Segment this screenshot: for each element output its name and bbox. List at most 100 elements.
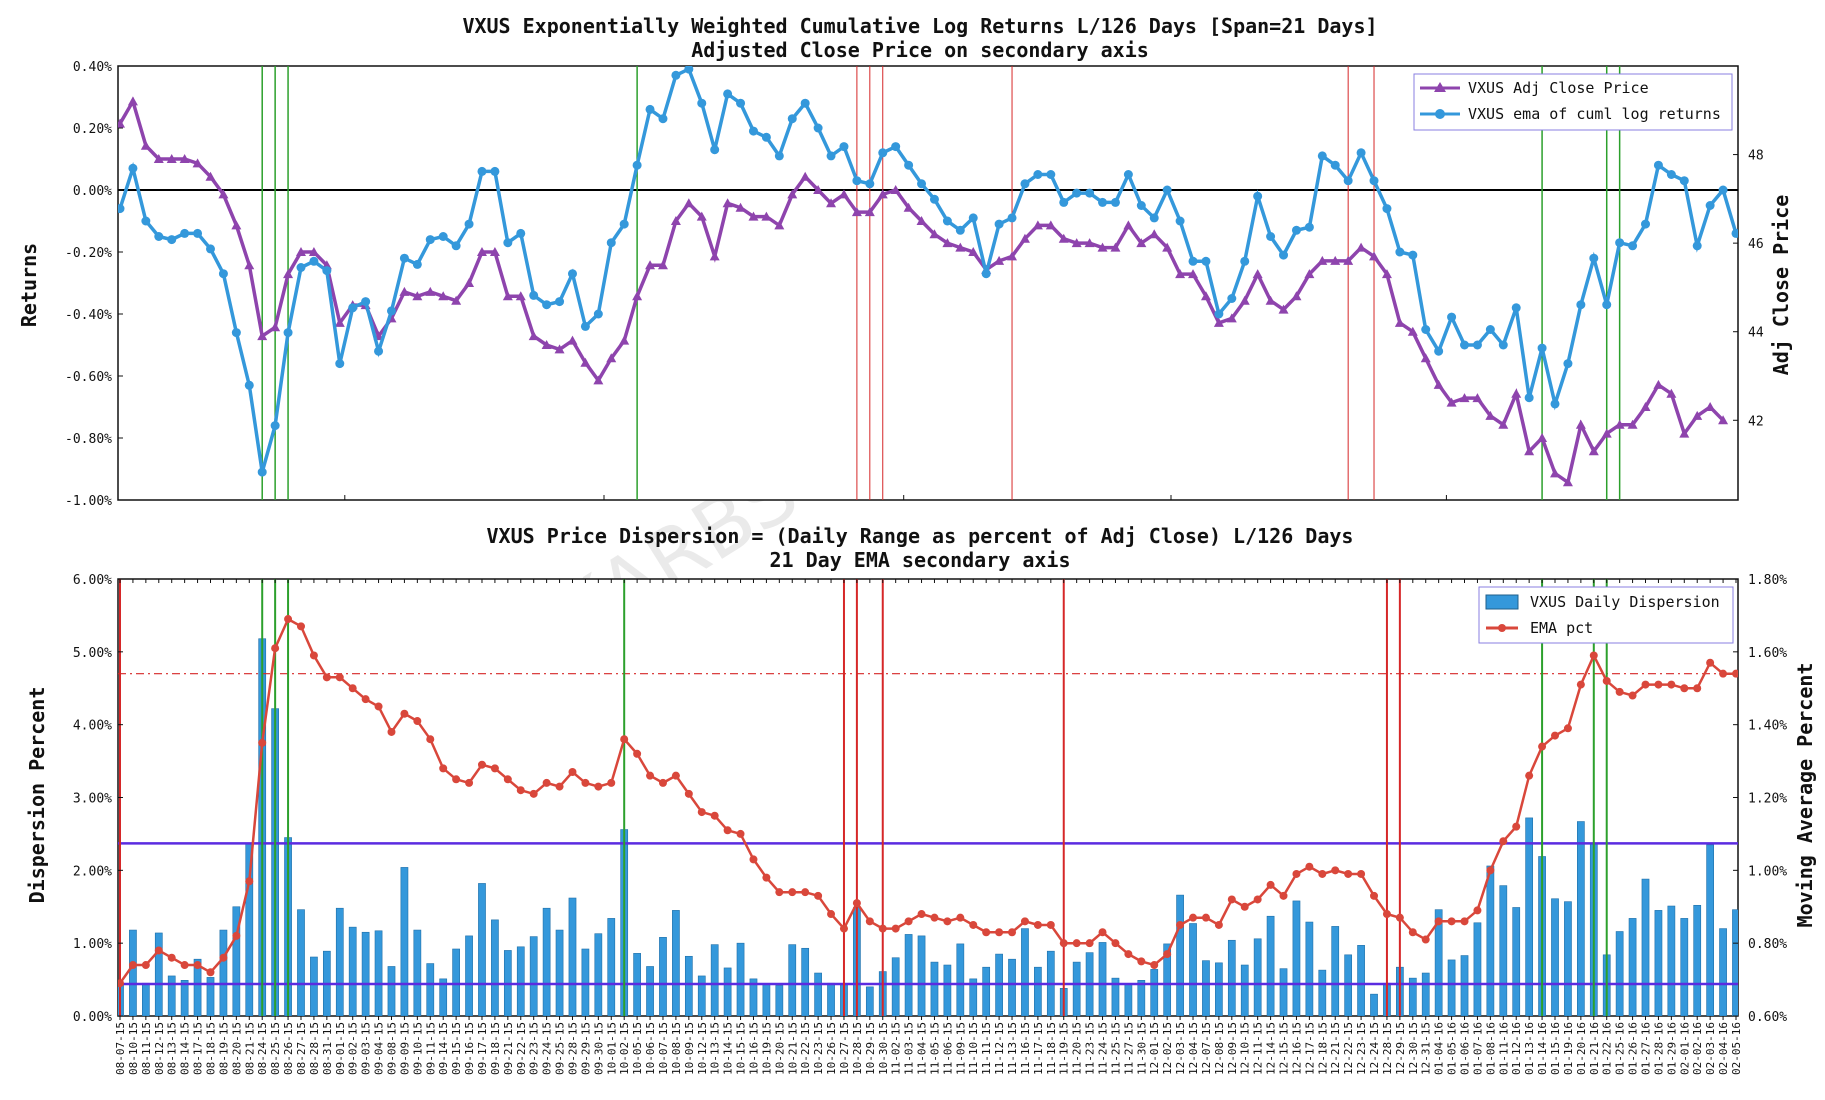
adj-close-point <box>994 255 1005 265</box>
ema-pct-point <box>1525 771 1534 780</box>
x-date-label: 09-09-15 <box>398 1022 411 1075</box>
adj-close-point <box>179 154 190 163</box>
adj-close-point <box>593 375 604 385</box>
ema-pct-point <box>1615 687 1624 696</box>
x-date-label: 12-24-15 <box>1368 1022 1381 1075</box>
adj-close-point <box>1614 419 1625 429</box>
dispersion-bar <box>413 929 422 1016</box>
ema-returns-point <box>1602 300 1612 310</box>
dispersion-bar <box>801 947 810 1016</box>
top-y2-tick-label: 44 <box>1748 326 1764 341</box>
ema-pct-point <box>982 928 991 937</box>
adj-close-point <box>192 158 203 168</box>
ema-returns-point <box>451 241 461 251</box>
x-date-label: 02-02-16 <box>1691 1022 1704 1075</box>
dispersion-bar <box>1202 960 1210 1016</box>
x-date-label: 08-24-15 <box>256 1022 269 1075</box>
dispersion-bar <box>1072 961 1081 1016</box>
adj-close-point <box>1343 255 1354 265</box>
x-date-label: 10-05-15 <box>631 1022 644 1075</box>
x-date-label: 10-29-15 <box>864 1022 877 1075</box>
ema-returns-point <box>917 179 927 189</box>
ema-pct-point <box>258 738 267 747</box>
x-date-label: 01-06-16 <box>1459 1022 1472 1075</box>
x-date-label: 01-28-16 <box>1652 1022 1665 1075</box>
ema-returns-point <box>955 225 965 235</box>
ema-pct-point <box>1719 669 1728 678</box>
ema-pct-point <box>1279 891 1288 900</box>
ema-returns-point <box>1460 340 1470 350</box>
ema-returns-point <box>1279 250 1289 260</box>
x-date-label: 10-15-15 <box>735 1022 748 1075</box>
x-date-label: 11-17-15 <box>1032 1022 1045 1075</box>
x-date-label: 01-29-16 <box>1665 1022 1678 1075</box>
adj-close-point <box>1019 233 1030 243</box>
ema-returns-point <box>1085 188 1095 198</box>
dispersion-bar <box>1473 922 1482 1016</box>
ema-pct-point <box>1331 866 1340 875</box>
dispersion-bar <box>788 944 797 1016</box>
adj-close-point <box>166 154 177 163</box>
ema-returns-point <box>1227 294 1237 303</box>
x-date-label: 11-25-15 <box>1109 1022 1122 1075</box>
ema-returns-point <box>1692 241 1702 251</box>
adj-close-point <box>257 331 268 341</box>
ema-returns-point <box>128 163 138 173</box>
x-date-label: 01-22-16 <box>1601 1022 1614 1075</box>
dispersion-bar <box>1719 928 1727 1016</box>
adj-close-point <box>1511 388 1522 398</box>
dispersion-bar <box>180 980 189 1016</box>
ema-returns-point <box>118 204 125 214</box>
ema-pct-point <box>1706 658 1715 667</box>
dispersion-bar <box>1163 943 1172 1016</box>
ema-returns-point <box>231 328 241 338</box>
x-date-label: 01-13-16 <box>1523 1022 1536 1075</box>
adj-close-point <box>502 291 513 301</box>
ema-returns-point <box>839 142 849 152</box>
ema-returns-point <box>154 232 164 241</box>
dispersion-bar <box>1615 931 1624 1016</box>
ema-returns-point <box>438 232 448 241</box>
adj-close-point <box>1304 269 1315 279</box>
adj-close-point <box>1265 295 1276 305</box>
dispersion-bar <box>1732 909 1738 1016</box>
x-date-label: 09-15-15 <box>450 1022 463 1075</box>
ema-pct-point <box>839 924 848 933</box>
dispersion-bar <box>1344 954 1353 1016</box>
ema-pct-point <box>568 768 577 777</box>
dispersion-bar <box>891 957 900 1016</box>
ema-pct-point <box>904 917 913 926</box>
x-date-label: 02-03-16 <box>1704 1022 1717 1075</box>
ema-pct-point <box>1124 950 1133 959</box>
bottom-y-tick-label: 5.00% <box>73 646 112 661</box>
ema-returns-point <box>1628 241 1638 251</box>
adj-close-point <box>1459 393 1470 403</box>
bottom-chart-subtitle: 21 Day EMA secondary axis <box>769 548 1070 572</box>
adj-close-point <box>308 247 319 256</box>
ema-returns-point <box>1718 185 1728 195</box>
ema-pct-point <box>284 615 293 624</box>
ema-returns-point <box>1679 176 1689 186</box>
ema-pct-point <box>581 778 590 787</box>
x-date-label: 10-26-15 <box>825 1022 838 1075</box>
ema-returns-point <box>1253 191 1263 201</box>
dispersion-bar <box>142 982 150 1016</box>
x-date-label: 09-04-15 <box>373 1022 386 1075</box>
adj-close-point <box>554 344 565 354</box>
ema-pct-point <box>723 826 732 835</box>
dispersion-bar <box>1266 915 1275 1016</box>
adj-close-point <box>787 189 798 199</box>
dispersion-bar <box>452 948 460 1016</box>
adj-close-point <box>735 202 746 212</box>
adj-close-point <box>1666 388 1677 398</box>
dispersion-bar <box>1460 955 1469 1016</box>
x-date-label: 11-27-15 <box>1122 1022 1135 1075</box>
ema-pct-point <box>1602 676 1611 685</box>
dispersion-bar <box>1447 959 1456 1016</box>
adj-close-point <box>1640 402 1651 411</box>
adj-close-point <box>955 242 966 252</box>
dispersion-bar <box>607 918 616 1016</box>
x-date-label: 11-04-15 <box>916 1022 929 1075</box>
ema-pct-point <box>1576 680 1585 689</box>
adj-close-point <box>1200 291 1211 301</box>
